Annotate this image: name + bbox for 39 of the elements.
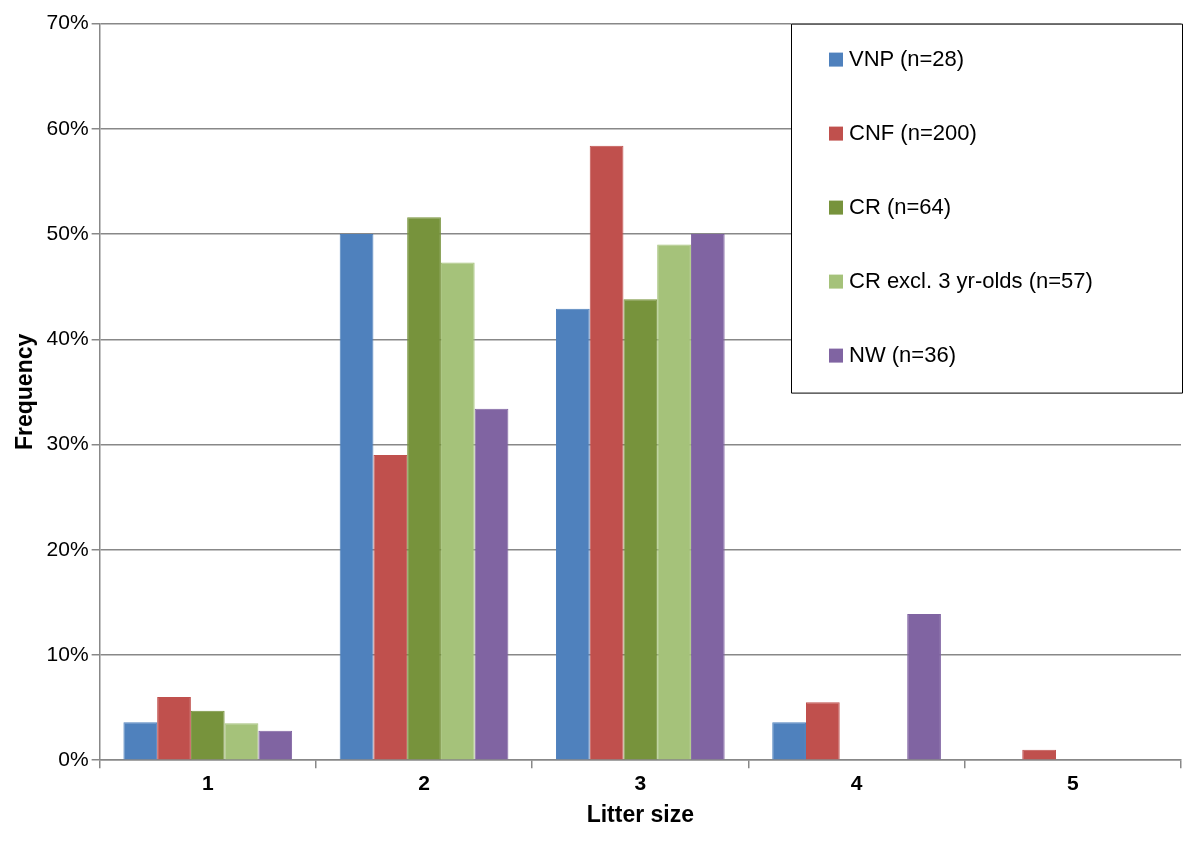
bar	[190, 710, 225, 760]
bar	[1022, 749, 1056, 760]
x-tick-label: 4	[850, 770, 863, 794]
bar	[373, 455, 408, 760]
bar	[224, 723, 259, 760]
bar	[407, 217, 441, 760]
y-tick-label: 30%	[46, 431, 89, 455]
legend-label: VNP (n=28)	[849, 45, 965, 71]
y-tick-label: 20%	[46, 536, 89, 560]
bar	[157, 697, 191, 760]
bar	[474, 408, 509, 760]
y-tick-label: 70%	[46, 10, 89, 34]
bar	[123, 722, 158, 760]
x-axis-title: Litter size	[586, 800, 694, 827]
y-axis-title: Frequency	[11, 333, 38, 451]
bar	[772, 722, 806, 760]
bar	[657, 244, 691, 760]
legend-label: CNF (n=200)	[849, 119, 977, 145]
y-tick-label: 40%	[46, 326, 89, 350]
x-tick-label: 3	[634, 770, 647, 794]
y-tick-label: 0%	[58, 747, 89, 770]
bar	[339, 234, 374, 760]
legend-label: CR (n=64)	[849, 193, 952, 219]
legend-label: NW (n=36)	[849, 341, 956, 367]
bar	[623, 299, 658, 760]
x-tick-label: 2	[418, 770, 430, 794]
bar	[258, 730, 293, 760]
bar	[907, 613, 941, 760]
y-tick-label: 60%	[46, 115, 89, 139]
bar	[805, 702, 840, 760]
y-tick-label: 50%	[46, 220, 89, 244]
bar	[690, 234, 725, 760]
bar	[440, 262, 475, 760]
y-tick-label: 10%	[46, 641, 89, 665]
bar	[555, 308, 590, 760]
x-tick-label: 5	[1067, 770, 1080, 794]
bar	[589, 145, 624, 760]
legend-label: CR excl. 3 yr-olds (n=57)	[849, 267, 1093, 293]
x-tick-label: 1	[201, 770, 214, 794]
